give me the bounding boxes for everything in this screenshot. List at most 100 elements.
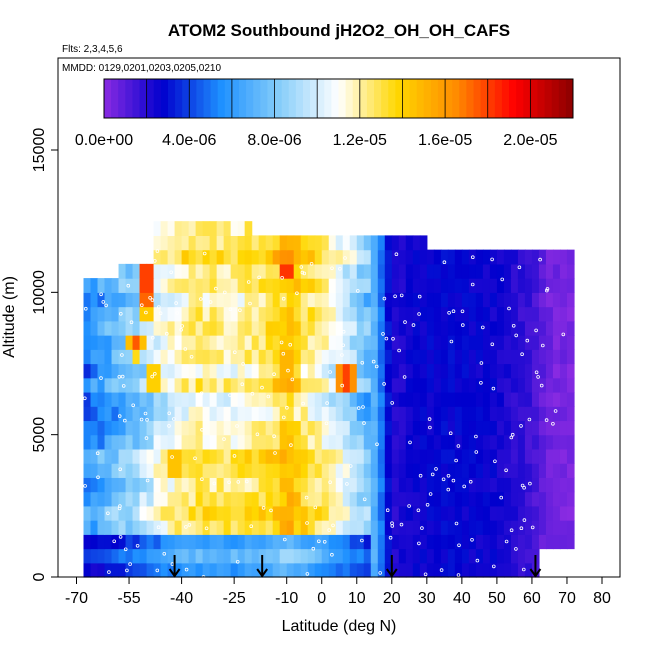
heat-cell bbox=[370, 249, 379, 265]
heat-cell bbox=[244, 363, 253, 379]
heat-cell bbox=[433, 562, 442, 578]
heat-cell bbox=[300, 548, 309, 564]
heat-cell bbox=[321, 349, 330, 365]
heat-cell bbox=[538, 278, 547, 293]
heat-cell bbox=[195, 534, 204, 550]
heat-cell bbox=[167, 377, 176, 393]
heat-cell bbox=[181, 306, 190, 322]
heat-cell bbox=[83, 463, 92, 478]
sample-point bbox=[381, 332, 385, 336]
heat-cell bbox=[391, 320, 400, 336]
heat-cell bbox=[160, 434, 169, 450]
heat-cell bbox=[237, 306, 246, 322]
heat-cell bbox=[174, 320, 183, 336]
heat-cell bbox=[293, 391, 302, 407]
sample-point bbox=[156, 525, 161, 529]
heat-cell bbox=[188, 406, 197, 422]
heat-cell bbox=[475, 505, 484, 521]
heat-cell bbox=[447, 534, 456, 550]
sample-point bbox=[311, 546, 316, 551]
sample-point bbox=[241, 362, 245, 366]
heat-cell bbox=[307, 363, 316, 379]
heat-cell bbox=[559, 406, 568, 422]
sample-point bbox=[425, 502, 430, 507]
heat-cell bbox=[524, 377, 533, 393]
heat-cell bbox=[538, 335, 547, 350]
heat-cell bbox=[440, 448, 449, 464]
heat-cell bbox=[419, 406, 428, 422]
heat-cell bbox=[426, 363, 435, 379]
heat-cell bbox=[265, 534, 274, 550]
heat-cell bbox=[146, 463, 155, 478]
heat-cell bbox=[230, 335, 239, 350]
heat-cell bbox=[272, 278, 281, 293]
heat-cell bbox=[503, 320, 512, 336]
sample-point bbox=[403, 320, 407, 324]
heat-cell bbox=[307, 249, 316, 265]
heat-cell bbox=[195, 335, 204, 350]
heat-cell bbox=[384, 420, 393, 436]
heat-cell bbox=[468, 491, 477, 507]
heat-cell bbox=[146, 292, 155, 308]
heat-cell bbox=[153, 448, 162, 464]
heat-cell bbox=[195, 434, 204, 450]
heat-cell bbox=[279, 363, 288, 379]
heat-cell bbox=[139, 520, 148, 535]
heat-cell bbox=[258, 377, 267, 393]
sample-point bbox=[204, 526, 209, 531]
heat-cell bbox=[419, 263, 428, 279]
heat-cell bbox=[328, 520, 337, 535]
heat-cell bbox=[398, 391, 407, 407]
heat-cell bbox=[314, 292, 323, 308]
heat-cell bbox=[342, 534, 351, 550]
heat-cell bbox=[146, 505, 155, 521]
heat-cell bbox=[349, 249, 358, 265]
sample-point bbox=[175, 311, 180, 315]
heat-cell bbox=[503, 335, 512, 350]
heat-cell bbox=[97, 363, 106, 379]
heat-cell bbox=[167, 477, 176, 493]
heat-cell bbox=[83, 534, 92, 550]
colorbar-swatch bbox=[381, 79, 389, 118]
heat-cell bbox=[349, 278, 358, 293]
heat-cell bbox=[307, 292, 316, 308]
heat-cell bbox=[433, 349, 442, 365]
heat-cell bbox=[356, 448, 365, 464]
colorbar-swatch bbox=[395, 79, 403, 118]
heat-cell bbox=[307, 335, 316, 350]
heat-cell bbox=[153, 235, 162, 251]
heat-cell bbox=[496, 505, 505, 521]
heat-cell bbox=[517, 391, 526, 407]
heat-cell bbox=[391, 505, 400, 521]
heat-cell bbox=[328, 562, 337, 578]
sample-point bbox=[155, 249, 160, 253]
sample-point bbox=[399, 522, 404, 527]
heat-cell bbox=[398, 477, 407, 493]
heat-cell bbox=[258, 406, 267, 422]
heat-cell bbox=[363, 477, 372, 493]
heat-cell bbox=[328, 505, 337, 521]
heat-cell bbox=[181, 420, 190, 436]
heat-cell bbox=[468, 505, 477, 521]
heat-cell bbox=[538, 391, 547, 407]
sample-point bbox=[474, 450, 479, 454]
heat-cell bbox=[342, 278, 351, 293]
heat-cell bbox=[244, 335, 253, 350]
heat-cell bbox=[482, 263, 491, 279]
colorbar-swatch bbox=[416, 79, 425, 118]
heat-cell bbox=[363, 335, 372, 350]
colorbar-swatch bbox=[274, 79, 283, 118]
heat-cell bbox=[559, 420, 568, 436]
heat-cell bbox=[433, 335, 442, 350]
heat-cell bbox=[349, 562, 358, 578]
heat-cell bbox=[566, 320, 575, 336]
heat-cell bbox=[559, 505, 568, 521]
heat-cell bbox=[321, 306, 330, 322]
x-tick-label: 0 bbox=[317, 590, 326, 607]
heat-cell bbox=[286, 520, 295, 535]
heat-cell bbox=[265, 448, 274, 464]
heat-cell bbox=[349, 434, 358, 450]
heat-cell bbox=[433, 391, 442, 407]
heat-cell bbox=[426, 562, 435, 578]
heat-cell bbox=[286, 477, 295, 493]
